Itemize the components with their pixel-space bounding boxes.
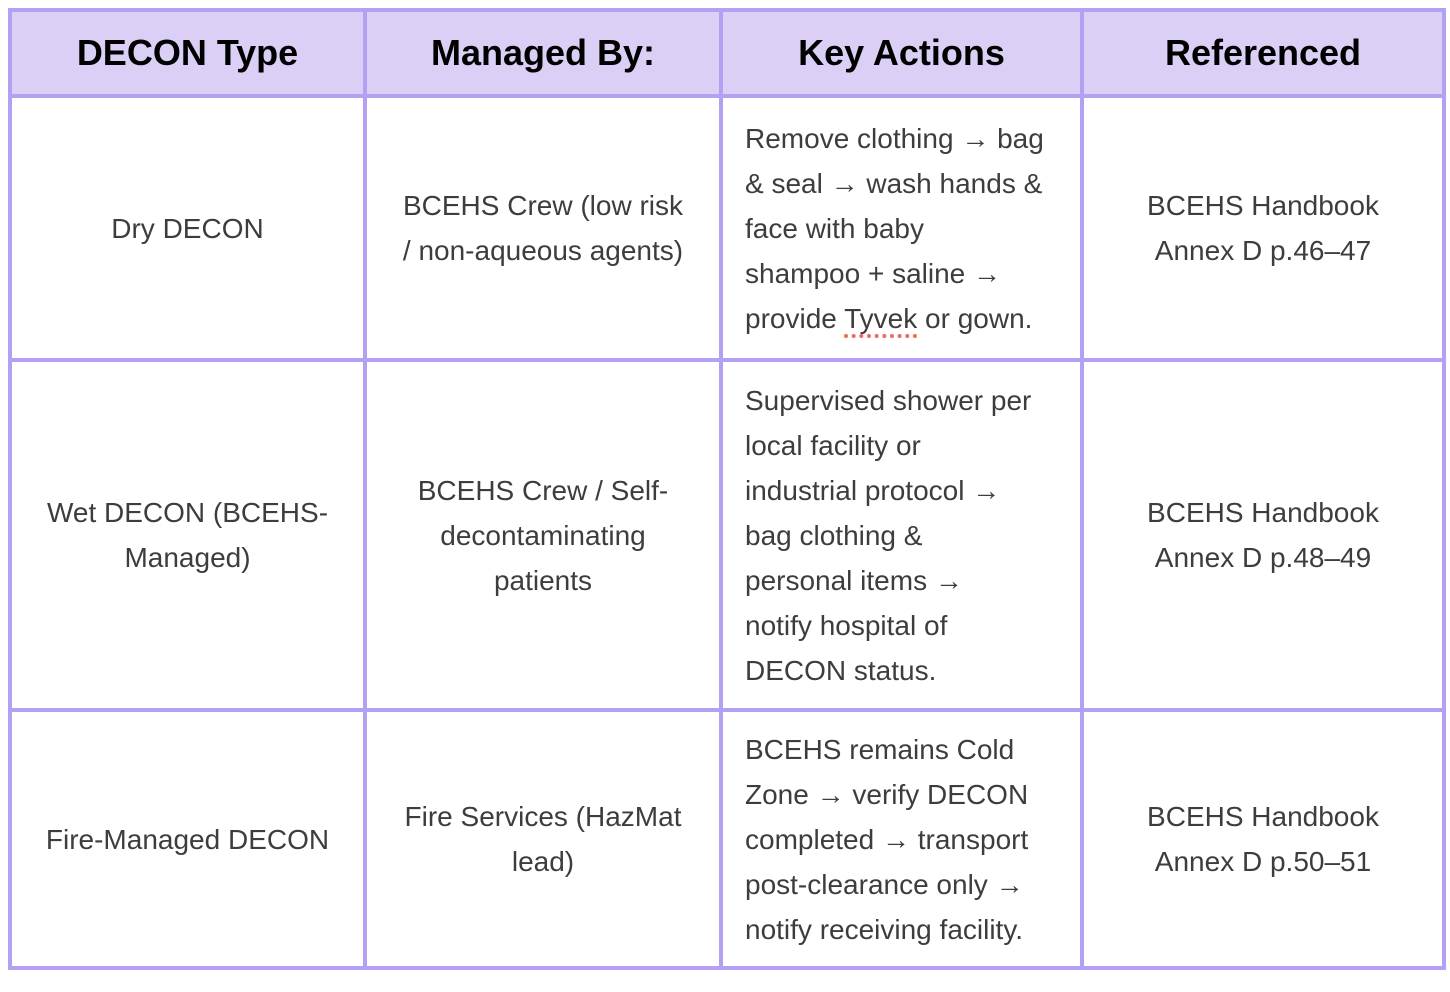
table-row: Fire-Managed DECON Fire Services (HazMat … xyxy=(8,708,1446,970)
table-row: Wet DECON (BCEHS- Managed) BCEHS Crew / S… xyxy=(8,358,1446,712)
key-actions-text: or gown. xyxy=(917,302,1033,334)
cell-decon-type: Wet DECON (BCEHS- Managed) xyxy=(8,358,367,712)
header-row: DECON Type Managed By: Key Actions Refer… xyxy=(8,8,1446,98)
cell-key-actions: Remove clothing → bag & seal → wash hand… xyxy=(719,94,1084,362)
cell-decon-type: Fire-Managed DECON xyxy=(8,708,367,970)
header-decon-type: DECON Type xyxy=(8,8,367,98)
cell-decon-type: Dry DECON xyxy=(8,94,367,362)
cell-referenced: BCEHS Handbook Annex D p.50–51 xyxy=(1080,708,1446,970)
header-key-actions: Key Actions xyxy=(719,8,1084,98)
key-actions-text: BCEHS remains Cold Zone → verify DECON c… xyxy=(745,733,1029,945)
cell-referenced: BCEHS Handbook Annex D p.48–49 xyxy=(1080,358,1446,712)
table-header: DECON Type Managed By: Key Actions Refer… xyxy=(8,8,1446,98)
cell-referenced: BCEHS Handbook Annex D p.46–47 xyxy=(1080,94,1446,362)
misspelled-word: Tyvek xyxy=(844,302,918,334)
cell-key-actions: BCEHS remains Cold Zone → verify DECON c… xyxy=(719,708,1084,970)
key-actions-text: Remove clothing → bag & seal → wash hand… xyxy=(745,122,1044,334)
cell-managed-by: Fire Services (HazMat lead) xyxy=(363,708,723,970)
header-managed-by: Managed By: xyxy=(363,8,723,98)
cell-managed-by: BCEHS Crew / Self- decontaminating patie… xyxy=(363,358,723,712)
decon-table: DECON Type Managed By: Key Actions Refer… xyxy=(8,8,1446,970)
table-body: Dry DECON BCEHS Crew (low risk / non-aque… xyxy=(8,94,1446,970)
header-referenced: Referenced xyxy=(1080,8,1446,98)
table-row: Dry DECON BCEHS Crew (low risk / non-aque… xyxy=(8,94,1446,362)
key-actions-text: Supervised shower per local facility or … xyxy=(745,384,1032,686)
cell-managed-by: BCEHS Crew (low risk / non-aqueous agent… xyxy=(363,94,723,362)
cell-key-actions: Supervised shower per local facility or … xyxy=(719,358,1084,712)
